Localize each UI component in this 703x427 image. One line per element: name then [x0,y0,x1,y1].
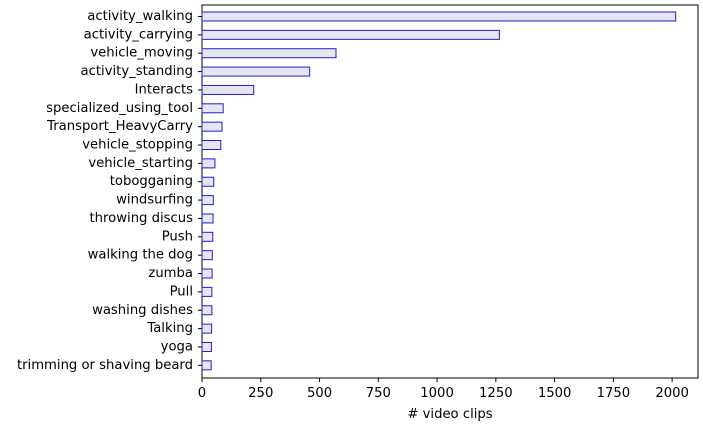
y-tick-label: washing dishes [92,303,193,318]
x-tick-label: 250 [248,386,273,401]
y-tick-label: activity_standing [81,64,193,79]
y-tick-label: Pull [170,284,193,299]
y-tick-label: trimming or shaving beard [17,358,193,373]
bar-push [201,231,214,242]
bar-walking-the-dog [201,250,213,261]
y-tick-label: activity_walking [87,9,193,24]
bar-throwing-discus [201,213,214,224]
bar-vehicle-moving [201,48,337,59]
bar-windsurfing [201,195,214,206]
y-tick-label: zumba [148,266,193,281]
y-tick-label: Interacts [135,82,193,97]
x-tick-label: 1750 [597,386,631,401]
bar-zumba [201,268,213,279]
x-tick-label: 0 [198,386,206,401]
x-axis-label: # video clips [407,407,492,422]
x-tick-label: 1000 [420,386,454,401]
y-tick-label: Talking [146,321,193,336]
x-tick-label: 750 [366,386,391,401]
y-tick-label: yoga [161,339,193,354]
y-tick-label: vehicle_starting [88,156,193,171]
bar-vehicle-stopping [201,140,222,151]
y-tick-label: activity_carrying [84,27,193,42]
y-tick-label: windsurfing [116,193,193,208]
x-tick-label: 500 [307,386,332,401]
y-tick-label: Transport_HeavyCarry [46,119,193,134]
bar-talking [201,323,213,334]
x-axis-ticks: 0 250 500 750 1000 1250 1500 1750 2000 [198,378,689,401]
y-tick-label: throwing discus [90,211,194,226]
plot-area [201,4,699,379]
bar-washing-dishes [201,305,213,316]
bar-activity-standing [201,66,311,77]
x-tick-label: 1250 [479,386,513,401]
x-tick-label: 2000 [655,386,689,401]
bar-activity-carrying [201,29,500,40]
y-axis-ticks: activity_walking activity_carryingvehicle… [17,9,202,373]
bar-vehicle-starting [201,158,216,169]
bar-yoga [201,341,212,352]
bar-specialized-using-tool [201,103,224,114]
bar-tobogganing [201,176,215,187]
y-tick-label: vehicle_moving [90,46,193,61]
y-tick-label: vehicle_stopping [82,138,193,153]
y-tick-label: tobogganing [110,174,193,189]
bar-pull [201,286,213,297]
y-tick-label: specialized_using_tool [46,101,193,116]
bar-interacts [201,84,255,95]
y-tick-label: walking the dog [88,248,193,263]
bars-group [201,11,677,371]
bar-trimming-or-shaving-beard [201,360,212,371]
x-tick-label: 1500 [538,386,572,401]
y-tick-label: Push [162,229,193,244]
bar-activity-walking [201,11,677,22]
bar-transport-heavycarry [201,121,223,132]
